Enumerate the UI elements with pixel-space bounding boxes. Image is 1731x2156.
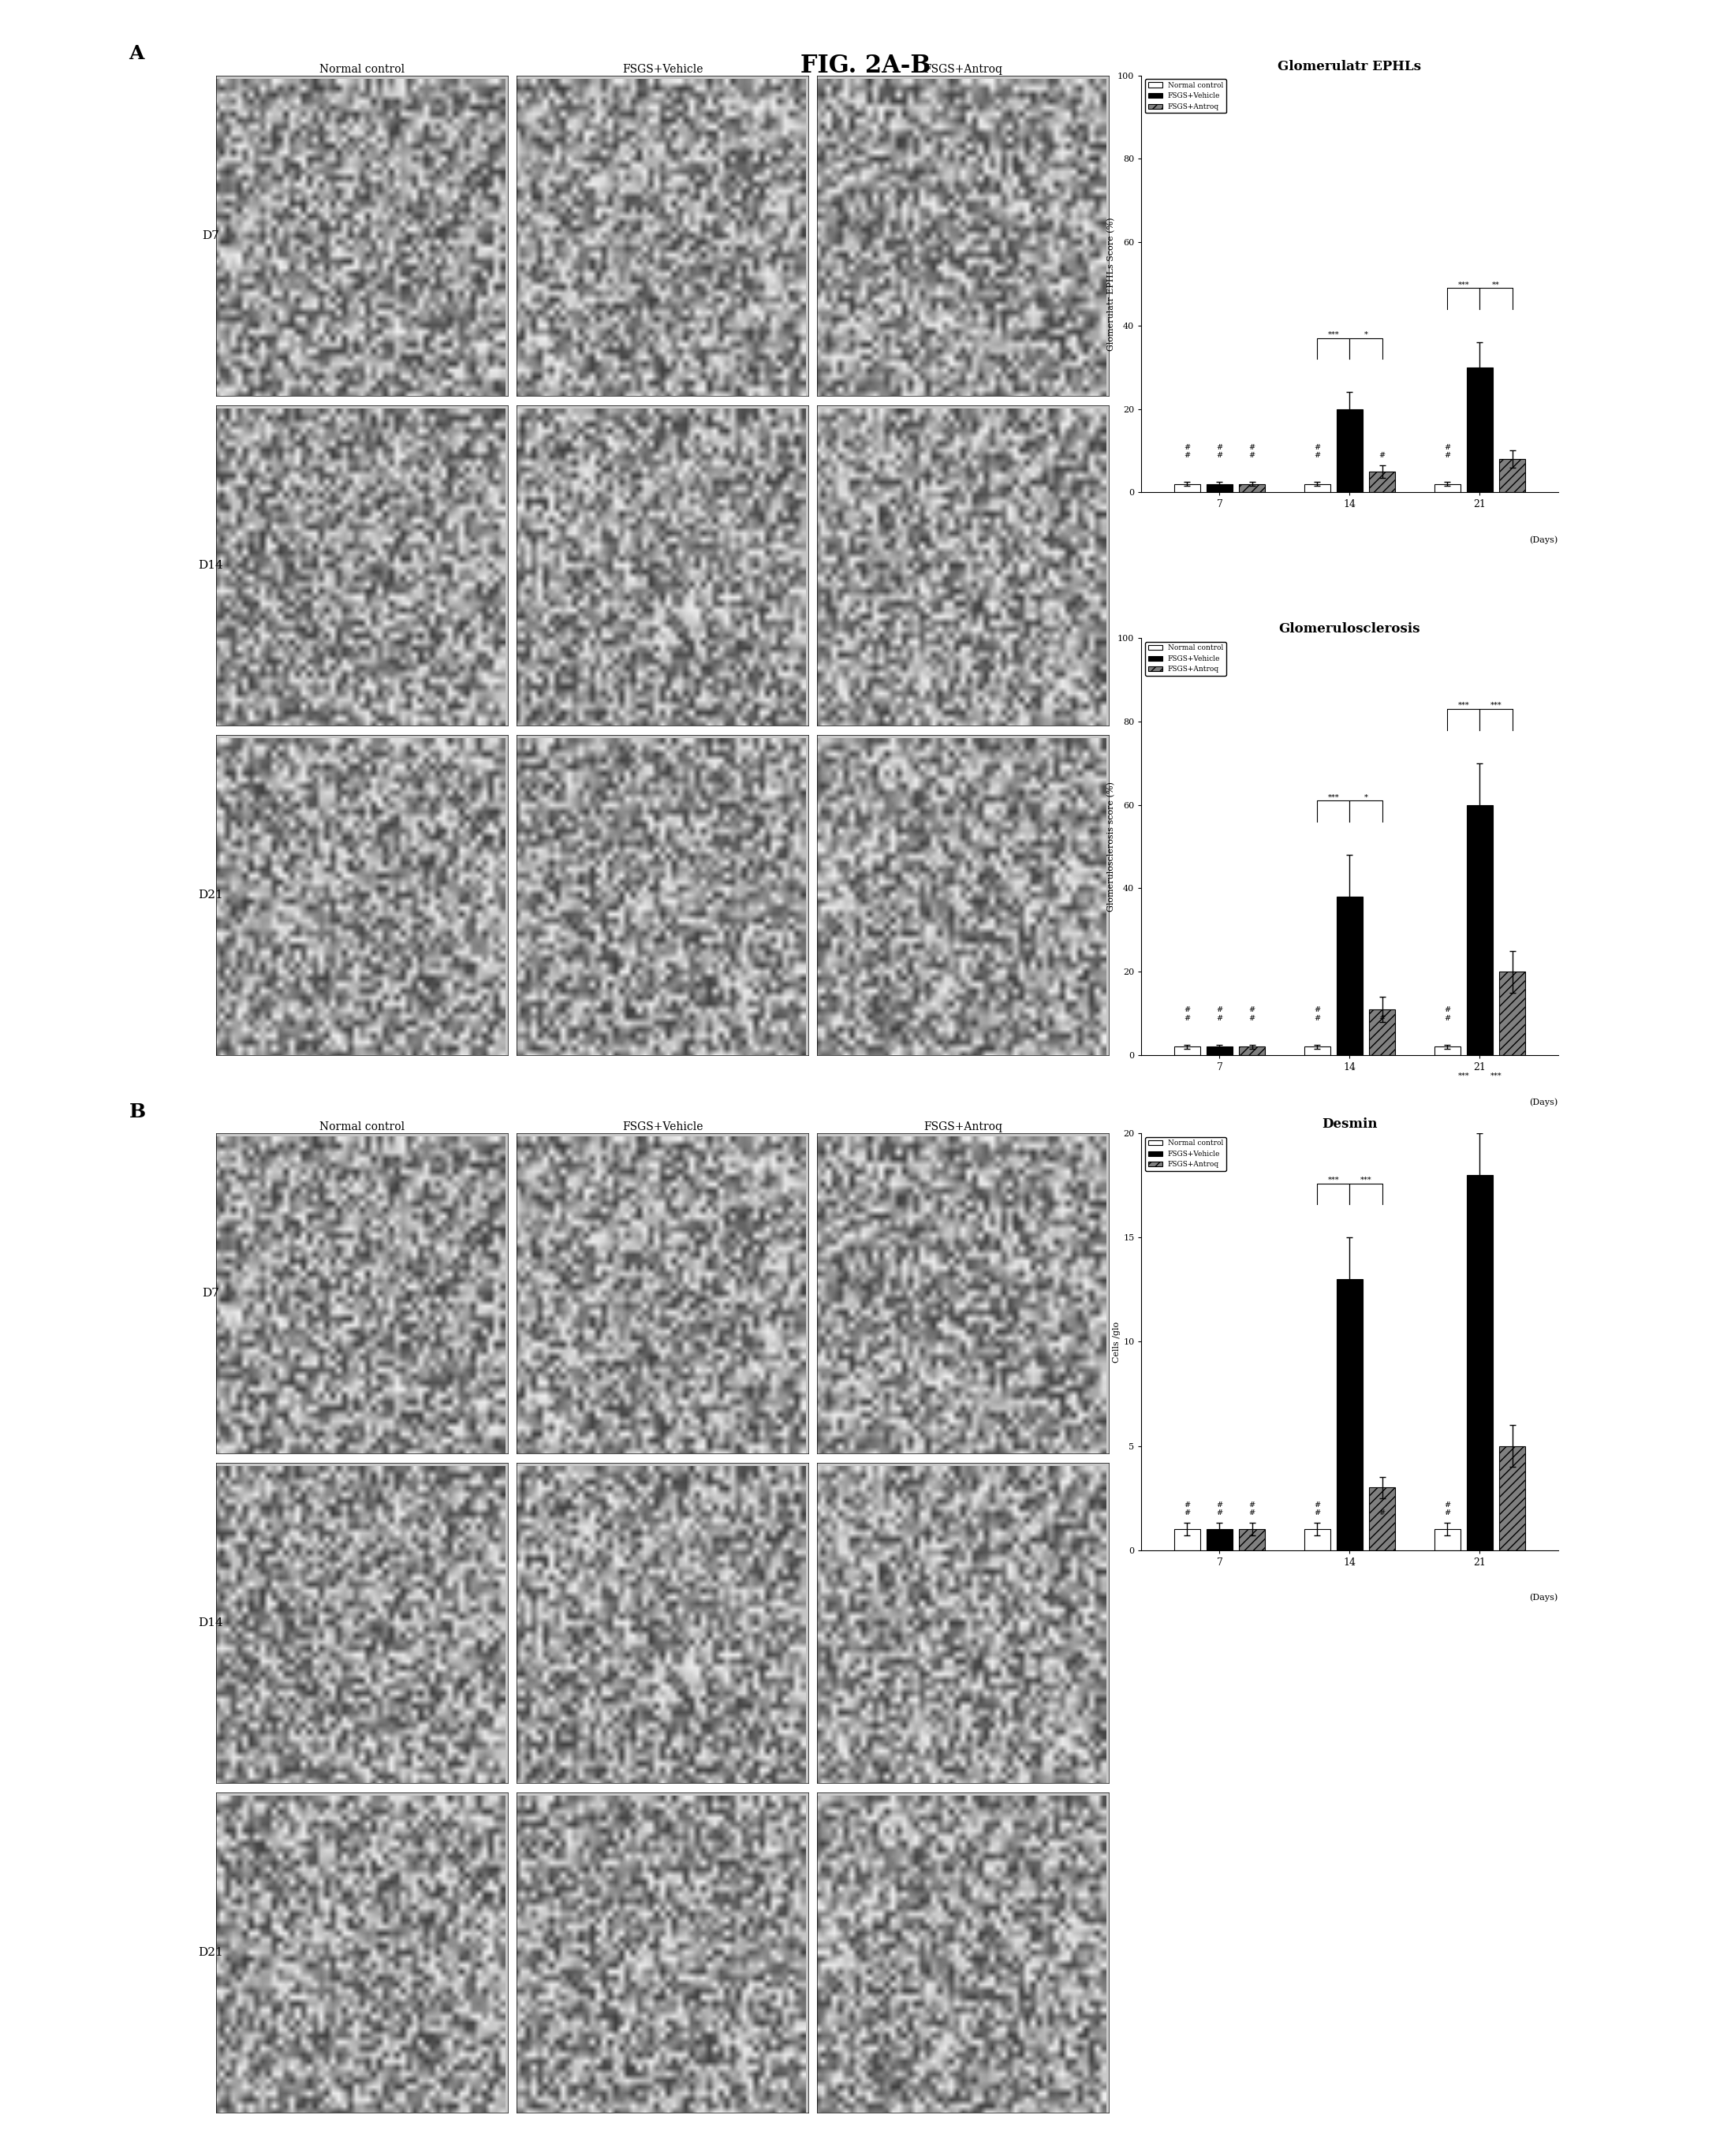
Text: *: * — [1364, 332, 1367, 338]
Title: Glomerulosclerosis: Glomerulosclerosis — [1279, 623, 1421, 636]
Text: ***: *** — [1490, 1072, 1503, 1080]
Legend: Normal control, FSGS+Vehicle, FSGS+Antroq: Normal control, FSGS+Vehicle, FSGS+Antro… — [1144, 80, 1226, 112]
Title: FSGS+Antroq: FSGS+Antroq — [924, 63, 1002, 75]
Y-axis label: D7: D7 — [203, 1287, 220, 1298]
Y-axis label: D7: D7 — [203, 231, 220, 241]
Bar — [1435, 1046, 1461, 1054]
Bar — [1466, 804, 1492, 1054]
Title: Normal control: Normal control — [320, 1121, 405, 1132]
Bar — [1303, 1529, 1329, 1550]
Text: #: # — [1380, 1509, 1385, 1518]
Bar — [1207, 483, 1232, 492]
Text: #
#: # # — [1248, 1501, 1255, 1518]
Title: Glomerulatr EPHLs: Glomerulatr EPHLs — [1277, 60, 1421, 73]
Text: #
#: # # — [1184, 444, 1191, 459]
Text: #
#: # # — [1217, 1501, 1222, 1518]
Text: #
#: # # — [1444, 1501, 1451, 1518]
Bar — [1207, 1529, 1232, 1550]
Title: Desmin: Desmin — [1322, 1117, 1378, 1132]
Bar — [1435, 483, 1461, 492]
Y-axis label: Glomerulatr EPHLs Score (%): Glomerulatr EPHLs Score (%) — [1108, 218, 1115, 351]
Bar — [1239, 1529, 1265, 1550]
Text: ***: *** — [1458, 1072, 1470, 1080]
Text: #
#: # # — [1248, 444, 1255, 459]
Text: #
#: # # — [1444, 1007, 1451, 1022]
Text: ***: *** — [1328, 1177, 1340, 1184]
Title: FSGS+Vehicle: FSGS+Vehicle — [621, 1121, 703, 1132]
Bar — [1466, 367, 1492, 492]
Text: FIG. 2A-B: FIG. 2A-B — [800, 54, 931, 78]
Bar — [1174, 1529, 1200, 1550]
Bar — [1466, 1175, 1492, 1550]
Bar — [1369, 1488, 1395, 1550]
Bar — [1239, 1046, 1265, 1054]
Bar — [1303, 483, 1329, 492]
Bar — [1336, 410, 1362, 492]
Text: #
#: # # — [1217, 1007, 1222, 1022]
Bar — [1207, 1046, 1232, 1054]
Bar — [1303, 1046, 1329, 1054]
Text: **: ** — [1492, 280, 1501, 289]
Title: FSGS+Vehicle: FSGS+Vehicle — [621, 63, 703, 75]
Title: Normal control: Normal control — [320, 63, 405, 75]
Text: #
#: # # — [1314, 1501, 1321, 1518]
Text: ***: *** — [1458, 703, 1470, 709]
Text: A: A — [128, 45, 144, 63]
Legend: Normal control, FSGS+Vehicle, FSGS+Antroq: Normal control, FSGS+Vehicle, FSGS+Antro… — [1144, 1136, 1226, 1171]
Text: #: # — [1380, 1015, 1385, 1022]
Text: (Days): (Days) — [1528, 1593, 1558, 1602]
Bar — [1174, 1046, 1200, 1054]
Text: #
#: # # — [1314, 444, 1321, 459]
Text: ***: *** — [1328, 793, 1340, 800]
Bar — [1336, 1279, 1362, 1550]
Text: ***: *** — [1458, 280, 1470, 289]
Bar — [1499, 972, 1525, 1054]
Bar — [1336, 897, 1362, 1054]
Y-axis label: Cells /glo: Cells /glo — [1113, 1322, 1122, 1363]
Text: B: B — [128, 1102, 145, 1121]
Text: ***: *** — [1490, 703, 1503, 709]
Bar — [1499, 459, 1525, 492]
Bar — [1499, 1447, 1525, 1550]
Text: #
#: # # — [1444, 444, 1451, 459]
Bar — [1369, 1009, 1395, 1054]
Y-axis label: D14: D14 — [199, 1617, 223, 1628]
Y-axis label: D21: D21 — [199, 890, 223, 901]
Bar — [1435, 1529, 1461, 1550]
Y-axis label: Glomerulosclerosis score (%): Glomerulosclerosis score (%) — [1108, 783, 1115, 912]
Y-axis label: D14: D14 — [199, 561, 223, 571]
Text: ***: *** — [1328, 332, 1340, 338]
Legend: Normal control, FSGS+Vehicle, FSGS+Antroq: Normal control, FSGS+Vehicle, FSGS+Antro… — [1144, 642, 1226, 675]
Y-axis label: D21: D21 — [199, 1947, 223, 1958]
Text: *: * — [1364, 793, 1367, 800]
Text: #: # — [1380, 453, 1385, 459]
Title: FSGS+Antroq: FSGS+Antroq — [924, 1121, 1002, 1132]
Text: #
#: # # — [1184, 1007, 1191, 1022]
Bar — [1239, 483, 1265, 492]
Bar — [1174, 483, 1200, 492]
Text: #
#: # # — [1217, 444, 1222, 459]
Bar — [1369, 472, 1395, 492]
Text: #
#: # # — [1314, 1007, 1321, 1022]
Text: (Days): (Days) — [1528, 535, 1558, 543]
Text: #
#: # # — [1184, 1501, 1191, 1518]
Text: (Days): (Days) — [1528, 1097, 1558, 1106]
Text: ***: *** — [1361, 1177, 1371, 1184]
Text: #
#: # # — [1248, 1007, 1255, 1022]
